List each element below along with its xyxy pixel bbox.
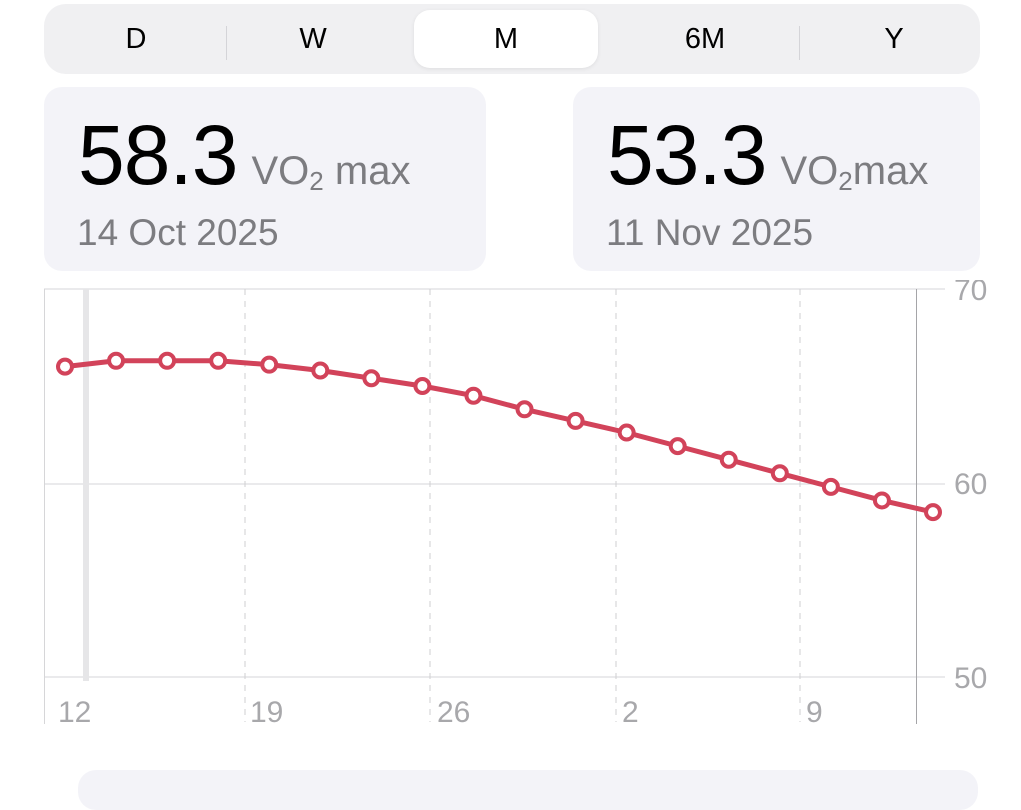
data-point[interactable] bbox=[617, 423, 636, 442]
data-point[interactable] bbox=[209, 351, 228, 370]
data-point[interactable] bbox=[566, 411, 585, 430]
data-point[interactable] bbox=[924, 503, 942, 522]
data-point[interactable] bbox=[770, 464, 789, 483]
vo2-unit: VO2max bbox=[780, 149, 929, 196]
x-tick-label: 2 bbox=[622, 696, 639, 729]
data-point[interactable] bbox=[872, 491, 891, 510]
vo2-value: 53.3 bbox=[607, 108, 767, 202]
x-axis-labels: 12 19 26 2 9 bbox=[58, 696, 823, 729]
data-point[interactable] bbox=[107, 351, 126, 370]
vo2-line-chart[interactable]: 50 60 70 12 19 26 2 9 bbox=[0, 280, 1021, 730]
data-point[interactable] bbox=[821, 477, 840, 496]
chart-canvas: 50 60 70 12 19 26 2 9 bbox=[44, 280, 987, 729]
x-tick-label: 12 bbox=[58, 696, 91, 729]
segment-month[interactable]: M bbox=[414, 10, 598, 68]
data-point[interactable] bbox=[260, 355, 279, 374]
vo2-value: 58.3 bbox=[78, 108, 238, 202]
segment-divider bbox=[226, 26, 227, 60]
x-tick-label: 19 bbox=[250, 696, 283, 729]
y-tick-label: 50 bbox=[954, 662, 987, 695]
segment-week[interactable]: W bbox=[299, 22, 327, 55]
segment-six-months[interactable]: 6M bbox=[684, 22, 726, 55]
vo2-card-end: 53.3 VO2max 11 Nov 2025 bbox=[573, 87, 980, 271]
x-tick-label: 26 bbox=[437, 696, 470, 729]
data-point[interactable] bbox=[719, 450, 738, 469]
vo2-series-points bbox=[56, 351, 942, 522]
measurement-date: 11 Nov 2025 bbox=[606, 212, 814, 253]
data-point[interactable] bbox=[515, 400, 534, 419]
segment-divider bbox=[799, 26, 800, 60]
selection-highlight-bar bbox=[83, 289, 89, 681]
data-point[interactable] bbox=[56, 357, 74, 376]
vo2-card-start: 58.3 VO2 max 14 Oct 2025 bbox=[44, 87, 486, 271]
data-point[interactable] bbox=[158, 351, 177, 370]
segment-year[interactable]: Y bbox=[884, 22, 904, 55]
x-tick-label: 9 bbox=[806, 696, 823, 729]
y-tick-label: 60 bbox=[954, 468, 987, 501]
time-range-segmented-control: D W M 6M Y bbox=[44, 4, 980, 74]
data-point[interactable] bbox=[311, 361, 330, 380]
y-tick-label: 70 bbox=[954, 280, 987, 307]
data-point[interactable] bbox=[413, 377, 432, 395]
data-point[interactable] bbox=[362, 369, 381, 388]
data-point[interactable] bbox=[668, 437, 687, 456]
next-card-partial bbox=[78, 770, 978, 810]
segment-day[interactable]: D bbox=[125, 22, 147, 55]
y-axis-labels: 50 60 70 bbox=[954, 280, 987, 695]
vo2-unit: VO2 max bbox=[251, 149, 411, 196]
data-point[interactable] bbox=[464, 386, 483, 405]
measurement-date: 14 Oct 2025 bbox=[77, 212, 279, 253]
vo2-series-line bbox=[62, 358, 936, 515]
